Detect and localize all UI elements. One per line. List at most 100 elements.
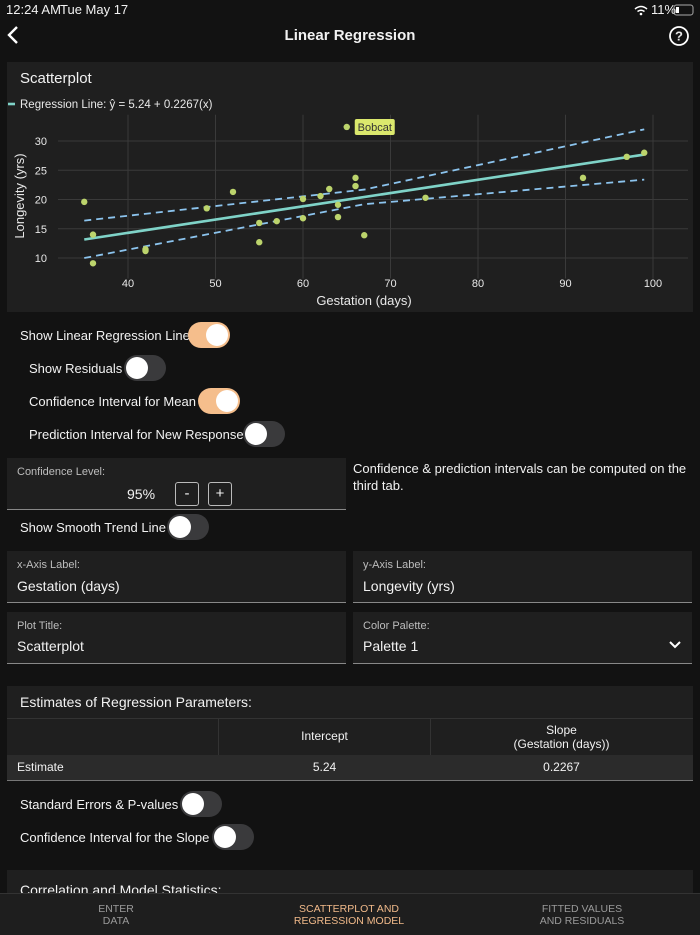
field-label: Plot Title: xyxy=(17,620,63,632)
tab-label: FITTED VALUES xyxy=(541,903,623,915)
tab-label: REGRESSION MODEL xyxy=(293,915,405,927)
toggle-label: Show Residuals xyxy=(29,361,123,376)
tab-bar: ENTER DATA SCATTERPLOT AND REGRESSION MODEL… xyxy=(0,893,700,935)
svg-text:?: ? xyxy=(675,29,683,44)
toggle[interactable] xyxy=(180,791,222,817)
point xyxy=(352,182,359,190)
toggle-knob xyxy=(182,793,204,815)
point xyxy=(422,194,429,201)
toggle-label: Prediction Interval for New Response xyxy=(29,427,244,442)
y-tick-label: 10 xyxy=(35,253,47,265)
help-button[interactable]: ? xyxy=(668,25,690,47)
toggle-knob xyxy=(214,826,236,848)
tab-label: ENTER xyxy=(98,903,134,915)
confidence-box xyxy=(7,458,346,510)
field-label: y-Axis Label: xyxy=(363,559,426,571)
y-tick-label: 20 xyxy=(35,195,47,207)
table-cell: 5.24 xyxy=(312,760,337,774)
tab[interactable]: ENTER DATA xyxy=(16,903,216,927)
point xyxy=(334,201,342,208)
toggle-knob xyxy=(169,516,191,538)
text-field[interactable] xyxy=(353,551,692,603)
point xyxy=(142,247,149,255)
toggle-label: Show Smooth Trend Line xyxy=(20,520,166,535)
table-cell: 0.2267 xyxy=(543,760,580,774)
point xyxy=(256,219,263,227)
x-tick-label: 60 xyxy=(297,278,309,290)
header-cell: Intercept xyxy=(301,729,348,743)
point xyxy=(229,188,237,196)
x-tick-label: 80 xyxy=(472,278,484,290)
point xyxy=(256,239,263,246)
x-tick-label: 40 xyxy=(122,278,134,290)
header-cell: Slope xyxy=(546,723,577,737)
point xyxy=(361,232,368,239)
back-button[interactable] xyxy=(4,24,24,48)
scatter-panel xyxy=(7,62,693,312)
x-axis-label: Gestation (days) xyxy=(316,293,411,308)
y-axis-label: Longevity (yrs) xyxy=(12,153,27,238)
toggle[interactable] xyxy=(212,824,254,850)
y-tick-label: 30 xyxy=(35,136,47,148)
confidence-value: 95% xyxy=(127,486,156,502)
table-divider xyxy=(430,718,431,781)
toggle[interactable] xyxy=(124,355,166,381)
x-tick-label: 100 xyxy=(644,278,662,290)
interval-line xyxy=(84,178,645,259)
y-tick-label: 15 xyxy=(35,224,47,236)
toggle-label: Confidence Interval for Mean xyxy=(29,394,196,409)
row-label: Estimate xyxy=(17,760,64,774)
tab[interactable]: FITTED VALUES AND RESIDUALS xyxy=(482,903,682,927)
toggle[interactable] xyxy=(243,421,285,447)
status-date: Tue May 17 xyxy=(60,2,129,17)
tab[interactable]: SCATTERPLOT AND REGRESSION MODEL xyxy=(249,903,449,927)
minus-button[interactable]: - xyxy=(175,482,199,506)
plus-button[interactable]: + xyxy=(208,482,232,506)
point xyxy=(317,192,324,200)
point xyxy=(334,213,342,221)
table-row xyxy=(7,755,693,781)
section-title: Estimates of Regression Parameters: xyxy=(20,694,252,710)
status-battery: 11% xyxy=(651,2,677,17)
point xyxy=(641,149,648,156)
confidence-label: Confidence Level: xyxy=(17,466,106,478)
point xyxy=(352,174,359,182)
regression-line xyxy=(84,153,645,241)
select-field[interactable] xyxy=(353,612,692,664)
toggle[interactable] xyxy=(188,322,230,348)
field-label: x-Axis Label: xyxy=(17,559,80,571)
field-label: Color Palette: xyxy=(363,620,430,632)
tab-label: AND RESIDUALS xyxy=(539,915,625,927)
text-field[interactable] xyxy=(7,612,346,664)
point xyxy=(81,198,88,206)
field-value: Gestation (days) xyxy=(17,578,120,594)
point-label: Bobcat xyxy=(358,122,392,134)
point xyxy=(299,195,307,203)
tab-label: SCATTERPLOT AND xyxy=(299,903,399,915)
x-tick-label: 90 xyxy=(559,278,571,290)
point xyxy=(623,153,630,161)
interval-line xyxy=(84,128,645,222)
note: Confidence & prediction intervals can be… xyxy=(353,461,687,493)
point xyxy=(89,260,97,267)
text-field[interactable] xyxy=(7,551,346,603)
toggle-label: Confidence Interval for the Slope xyxy=(20,830,210,845)
header-cell: (Gestation (days)) xyxy=(513,737,610,751)
point xyxy=(203,205,210,212)
toggle-knob xyxy=(245,423,267,445)
toggle[interactable] xyxy=(167,514,209,540)
field-value: Palette 1 xyxy=(363,638,419,654)
status-icons xyxy=(634,4,694,16)
chart: 40 50 60 70 80 90 100 10 15 20 25 30 Gestation (days… xyxy=(8,99,688,308)
dropdown-chevron xyxy=(669,641,681,649)
y-tick-label: 25 xyxy=(35,165,47,177)
toggle[interactable] xyxy=(198,388,240,414)
nav-title: Linear Regression xyxy=(284,27,416,44)
field-value: Longevity (yrs) xyxy=(363,578,455,594)
toggle-label: Standard Errors & P-values xyxy=(20,797,179,812)
point xyxy=(273,217,280,225)
legend-label: Regression Line: ŷ = 5.24 + 0.2267(x) xyxy=(20,99,213,111)
point xyxy=(343,123,350,131)
point xyxy=(326,185,333,193)
